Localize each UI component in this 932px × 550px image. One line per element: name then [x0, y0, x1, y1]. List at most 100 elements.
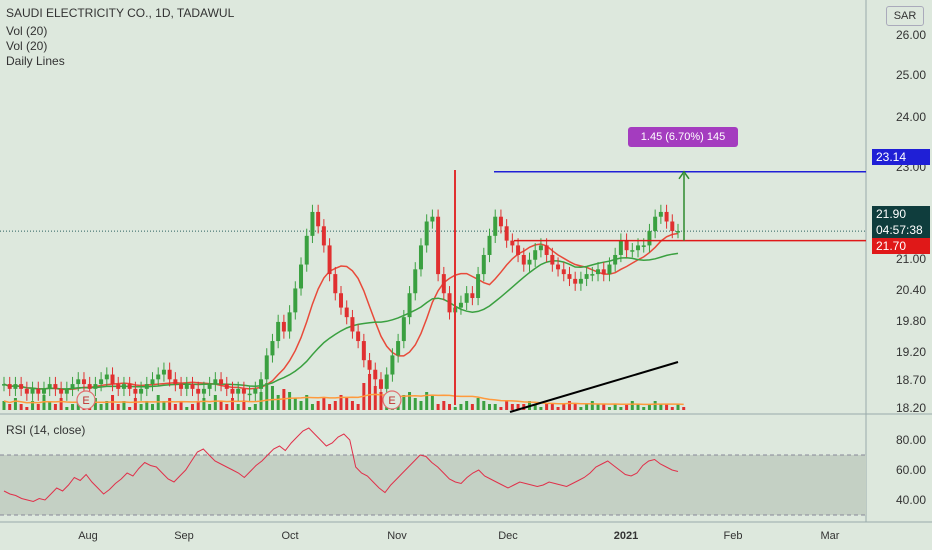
price-tick: 19.20 — [895, 345, 926, 359]
volume-bar — [65, 407, 69, 410]
candle-body — [538, 245, 543, 251]
volume-bar — [276, 395, 280, 410]
price-tick: 18.70 — [895, 373, 926, 387]
price-tick: 24.00 — [895, 110, 926, 124]
candle-body — [36, 388, 41, 394]
volume-bar — [539, 407, 543, 410]
candle-body — [367, 360, 372, 370]
volume-bar — [316, 401, 320, 410]
currency-badge[interactable]: SAR — [886, 6, 924, 26]
candle-body — [70, 384, 75, 389]
price-pane — [0, 0, 866, 414]
candle-body — [561, 269, 566, 275]
volume-bar — [185, 407, 189, 410]
candle-body — [316, 211, 321, 227]
volume-bar — [59, 398, 63, 410]
candle-body — [647, 231, 652, 246]
volume-bar — [516, 404, 520, 410]
candle-body — [13, 384, 18, 389]
candle-body — [578, 278, 583, 284]
ma-200-line — [509, 361, 679, 413]
volume-bar — [482, 401, 486, 410]
candle-body — [93, 384, 98, 389]
candle-body — [99, 379, 104, 385]
volume-bar — [585, 404, 589, 410]
candle-body — [493, 216, 498, 236]
candle-body — [481, 254, 486, 275]
candle-body — [190, 384, 195, 389]
candle-body — [590, 274, 595, 276]
candle-body — [384, 374, 389, 389]
volume-bar — [373, 386, 377, 410]
candle-body — [601, 269, 606, 275]
measure-arrow-head — [678, 170, 690, 180]
volume-bar — [219, 401, 223, 410]
candle-body — [259, 379, 264, 389]
x-tick-oct: Oct — [281, 530, 299, 542]
price-axis-pane — [866, 0, 932, 550]
volume-bar — [573, 404, 577, 410]
rsi-band — [0, 455, 866, 515]
candle-body — [293, 288, 298, 313]
candle-body — [213, 379, 218, 385]
volume-bar — [590, 401, 594, 410]
volume-bar — [499, 407, 503, 410]
volume-bar — [253, 404, 257, 410]
x-tick-dec: Dec — [498, 530, 518, 542]
price-tick: 19.80 — [895, 314, 926, 328]
volume-bar — [133, 398, 137, 410]
volume-bar — [213, 395, 217, 410]
volume-bar — [470, 404, 474, 410]
indicator-vol-2[interactable]: Vol (20) — [6, 39, 48, 53]
volume-bar — [676, 404, 680, 410]
volume-bar — [293, 398, 297, 410]
candle-body — [76, 379, 81, 385]
volume-bar — [596, 404, 600, 410]
volume-bar — [613, 404, 617, 410]
volume-bar — [368, 374, 372, 410]
earnings-marker — [76, 390, 96, 410]
volume-bar — [442, 401, 446, 410]
volume-bar — [2, 401, 6, 410]
volume-bar — [328, 404, 332, 410]
x-tick-sep: Sep — [174, 530, 194, 542]
countdown-tag: 04:57:38 — [872, 222, 930, 238]
candle-body — [281, 321, 286, 332]
volume-bar — [630, 401, 634, 410]
candle-body — [81, 379, 86, 385]
candle-body — [521, 254, 526, 265]
volume-bar — [93, 398, 97, 410]
candle-body — [321, 226, 326, 246]
candle-body — [544, 245, 549, 255]
candle-body — [607, 264, 612, 275]
volume-bar — [116, 404, 120, 410]
candle-body — [196, 388, 201, 394]
measure-label[interactable]: 1.45 (6.70%) 145 — [628, 127, 738, 147]
volume-bar — [8, 404, 12, 410]
price-tick: 21.00 — [895, 252, 926, 266]
volume-bar — [230, 398, 234, 410]
rsi-label[interactable]: RSI (14, close) — [6, 423, 86, 437]
candle-body — [276, 321, 281, 342]
volume-bar — [425, 392, 429, 410]
volume-bar — [345, 398, 349, 410]
volume-bar — [350, 401, 354, 410]
candle-body — [167, 369, 172, 380]
volume-bar — [310, 404, 314, 410]
candle-body — [53, 384, 58, 389]
price-tick: 25.00 — [895, 68, 926, 82]
volume-bar — [225, 404, 229, 410]
price-tick: 26.00 — [895, 28, 926, 42]
volume-bar — [242, 401, 246, 410]
candle-body — [133, 388, 138, 394]
volume-bar — [505, 401, 509, 410]
volume-bar — [453, 407, 457, 410]
candle-body — [556, 264, 561, 270]
volume-bar — [288, 392, 292, 410]
indicator-daily-lines[interactable]: Daily Lines — [6, 54, 65, 68]
candle-body — [327, 245, 332, 275]
volume-bar — [659, 404, 663, 410]
volume-bar — [533, 404, 537, 410]
indicator-vol-1[interactable]: Vol (20) — [6, 24, 48, 38]
